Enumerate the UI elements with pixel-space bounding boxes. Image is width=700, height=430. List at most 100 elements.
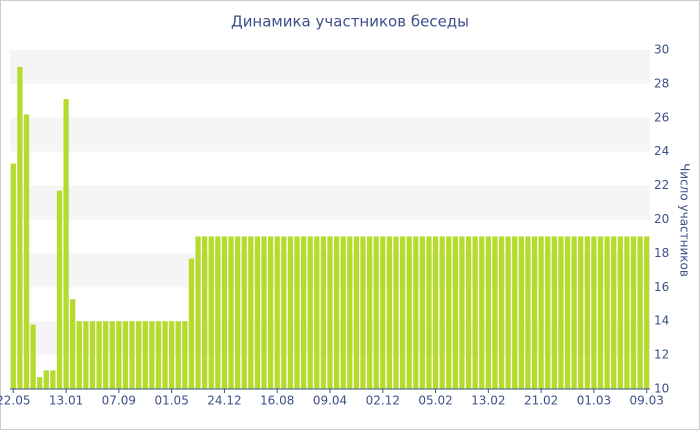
bar — [360, 236, 366, 389]
x-tick-label: 02.12 — [366, 394, 400, 408]
bar — [215, 236, 221, 389]
x-tick-label: 01.05 — [154, 394, 188, 408]
bar — [597, 236, 604, 389]
bar — [122, 321, 129, 389]
bar — [307, 236, 313, 389]
y-tick-label: 22 — [654, 178, 669, 192]
bar — [281, 236, 287, 389]
bar — [314, 236, 320, 389]
bar — [274, 236, 280, 389]
bar — [320, 236, 327, 389]
bar — [37, 377, 43, 389]
bar — [136, 321, 142, 389]
x-tick-label: 01.03 — [577, 394, 611, 408]
bar — [413, 236, 419, 389]
y-tick-label: 10 — [654, 382, 669, 396]
chart-title: Динамика участников беседы — [231, 13, 469, 31]
bar — [419, 236, 426, 389]
bar — [10, 163, 16, 389]
bar — [202, 236, 208, 389]
bar — [399, 236, 406, 389]
bar — [23, 114, 30, 389]
bar — [512, 236, 518, 389]
y-tick-label: 16 — [654, 280, 669, 294]
bar — [393, 236, 399, 389]
bar — [195, 236, 201, 389]
bar — [439, 236, 445, 389]
bar — [261, 236, 267, 389]
y-tick-label: 24 — [654, 144, 669, 158]
bar — [644, 236, 650, 389]
bar — [63, 99, 69, 389]
bar — [472, 236, 478, 389]
bar — [617, 236, 623, 389]
bar — [347, 236, 353, 389]
bar — [465, 236, 472, 389]
bar — [578, 236, 584, 389]
bar — [327, 236, 333, 389]
bar — [287, 236, 294, 389]
bar — [353, 236, 360, 389]
y-tick-label: 14 — [654, 314, 669, 328]
x-tick-label: 13.02 — [471, 394, 505, 408]
bar — [380, 236, 386, 389]
bar — [545, 236, 551, 389]
bar — [96, 321, 102, 389]
bar — [182, 321, 188, 389]
x-tick-label: 13.01 — [49, 394, 83, 408]
bar — [432, 236, 439, 389]
bar — [76, 321, 82, 389]
bar — [564, 236, 571, 389]
bar — [162, 321, 168, 389]
bar — [17, 66, 23, 389]
bar — [267, 236, 274, 389]
bar — [116, 321, 122, 389]
bar — [366, 236, 373, 389]
bar — [630, 236, 637, 389]
bar — [241, 236, 247, 389]
bar — [109, 321, 115, 389]
bar — [373, 236, 379, 389]
bar — [83, 321, 89, 389]
bar — [142, 321, 148, 389]
bar — [551, 236, 557, 389]
bar — [591, 236, 597, 389]
bar — [452, 236, 458, 389]
x-tick-label: 09.03 — [630, 394, 664, 408]
bar — [485, 236, 491, 389]
bar — [43, 370, 49, 389]
grid-band — [10, 50, 650, 84]
bar — [340, 236, 346, 389]
bar — [70, 299, 76, 389]
y-tick-label: 18 — [654, 246, 669, 260]
bar — [611, 236, 617, 389]
x-tick-label: 24.12 — [207, 394, 241, 408]
x-tick-label: 09.04 — [313, 394, 347, 408]
bar — [459, 236, 465, 389]
bar — [103, 321, 109, 389]
x-tick-label: 16.08 — [260, 394, 294, 408]
bar — [333, 236, 340, 389]
bar — [254, 236, 261, 389]
bar — [498, 236, 505, 389]
bar — [426, 236, 432, 389]
bar — [505, 236, 511, 389]
bar — [56, 190, 63, 389]
bar — [149, 321, 155, 389]
x-tick-label: 05.02 — [418, 394, 452, 408]
x-tick-label: 21.02 — [524, 394, 558, 408]
y-tick-label: 28 — [654, 76, 669, 90]
bar — [492, 236, 498, 389]
grid-band — [10, 117, 650, 152]
bar — [169, 321, 175, 389]
bar — [30, 324, 36, 389]
bar — [386, 236, 393, 389]
bar — [525, 236, 531, 389]
y-tick-label: 20 — [654, 212, 669, 226]
bar — [446, 236, 452, 389]
bar — [300, 236, 307, 389]
x-tick-label: 22.05 — [0, 394, 30, 408]
bar — [584, 236, 590, 389]
bar — [50, 370, 56, 389]
